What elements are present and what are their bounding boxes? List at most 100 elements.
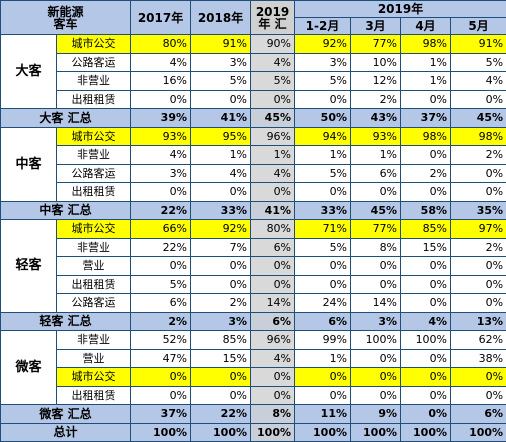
header-2019-line-2: 年 汇 [258,16,287,31]
value-cell: 0% [190,274,252,294]
table-row: 营业 0% 0% 0% 0% 0% 0% 0% [1,256,506,276]
subcategory-label: 城市公交 [55,126,132,146]
value-cell: 91% [450,34,506,54]
header-mar: 3月 [350,17,402,35]
value-cell: 6% [250,311,296,331]
value-cell: 99% [294,330,352,350]
value-cell: 0% [450,274,506,294]
value-cell: 33% [190,200,252,220]
value-cell: 0% [250,256,296,276]
table-row: 出租租赁 0% 0% 0% 0% 0% 0% 0% [1,385,506,405]
header-apr: 4月 [400,17,452,35]
value-cell: 2% [400,163,452,183]
value-cell: 100% [294,422,352,442]
value-cell: 6% [294,311,352,331]
value-cell: 6% [250,237,296,257]
value-cell: 80% [130,34,192,54]
subcategory-label: 非营业 [55,237,132,257]
subcategory-label: 出租租赁 [55,385,132,405]
table-row: 轻客 城市公交 66% 92% 80% 71% 77% 85% 97% [0,219,506,313]
value-cell: 0% [400,348,452,368]
value-cell: 77% [350,34,402,54]
value-cell: 22% [130,237,192,257]
header-may: 5月 [450,17,506,35]
subtotal-label: 轻客 汇总 [0,311,132,331]
value-cell: 85% [400,219,452,239]
value-cell: 6% [130,293,192,313]
value-cell: 100% [190,422,252,442]
value-cell: 0% [130,367,192,387]
table-row: 公路客运 4% 3% 4% 3% 10% 1% 5% [1,52,506,72]
value-cell: 0% [450,385,506,405]
value-cell: 3% [294,52,352,72]
value-cell: 0% [294,274,352,294]
value-cell: 62% [450,330,506,350]
table-row: 大客 城市公交 80% 91% 90% 92% 77% 98% 91% [0,34,506,109]
value-cell: 24% [294,293,352,313]
value-cell: 22% [190,404,252,424]
value-cell: 1% [294,348,352,368]
table-row: 非营业 16% 5% 5% 5% 12% 1% 4% [1,71,506,91]
subcategory-label: 非营业 [55,145,132,165]
value-cell: 45% [250,108,296,128]
table-row: 中客 城市公交 93% 95% 96% 94% 93% 98% 98% [0,126,506,202]
header-2019-group: 2019年 [294,0,506,18]
value-cell: 91% [190,34,252,54]
value-cell: 0% [294,89,352,109]
value-cell: 5% [294,71,352,91]
value-cell: 3% [190,52,252,72]
value-cell: 0% [400,182,452,202]
value-cell: 2% [350,89,402,109]
value-cell: 100% [450,422,506,442]
header-2019-total: 2019 年 汇 [250,0,296,35]
value-cell: 37% [130,404,192,424]
value-cell: 4% [130,145,192,165]
value-cell: 3% [190,311,252,331]
value-cell: 1% [400,71,452,91]
value-cell: 100% [350,422,402,442]
value-cell: 13% [450,311,506,331]
table-row: 公路客运 3% 4% 4% 5% 6% 2% 0% [1,163,506,183]
value-cell: 95% [190,126,252,146]
value-cell: 11% [294,404,352,424]
value-cell: 0% [400,385,452,405]
value-cell: 100% [400,330,452,350]
value-cell: 96% [250,126,296,146]
value-cell: 4% [400,311,452,331]
value-cell: 52% [130,330,192,350]
value-cell: 98% [400,126,452,146]
table-row: 非营业 22% 7% 6% 5% 8% 15% 2% [1,237,506,257]
value-cell: 4% [190,163,252,183]
value-cell: 71% [294,219,352,239]
value-cell: 0% [130,256,192,276]
table-row: 出租租赁 5% 0% 0% 0% 0% 0% 0% [1,274,506,294]
category-label: 中客 [0,126,57,202]
value-cell: 15% [190,348,252,368]
subcategory-label: 出租租赁 [55,274,132,294]
value-cell: 2% [190,293,252,313]
value-cell: 35% [450,200,506,220]
value-cell: 3% [350,311,402,331]
subtotal-row: 大客 汇总 39% 41% 45% 50% 43% 37% 45% [0,108,506,128]
subcategory-label: 公路客运 [55,293,132,313]
table-body: 大客 城市公交 80% 91% 90% 92% 77% 98% 91% 公路客运 4% 3% 4% 3% 1… [0,34,506,442]
value-cell: 92% [190,219,252,239]
value-cell: 0% [450,89,506,109]
value-cell: 4% [250,348,296,368]
value-cell: 1% [190,145,252,165]
value-cell: 1% [350,145,402,165]
value-cell: 92% [294,34,352,54]
value-cell: 0% [250,182,296,202]
value-cell: 0% [400,367,452,387]
value-cell: 0% [350,182,402,202]
value-cell: 0% [130,385,192,405]
subcategory-label: 公路客运 [55,52,132,72]
value-cell: 0% [190,256,252,276]
value-cell: 0% [250,367,296,387]
value-cell: 33% [294,200,352,220]
value-cell: 2% [450,145,506,165]
value-cell: 0% [190,182,252,202]
value-cell: 4% [130,52,192,72]
value-cell: 100% [130,422,192,442]
value-cell: 5% [130,274,192,294]
